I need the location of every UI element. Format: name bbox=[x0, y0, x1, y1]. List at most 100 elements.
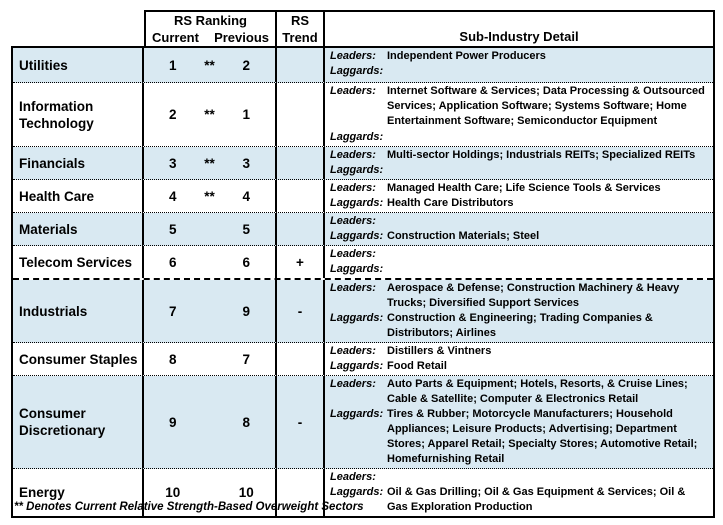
leaders-list: Multi-sector Holdings; Industrials REITs… bbox=[387, 149, 696, 161]
trend-cell: - bbox=[277, 280, 325, 342]
table-row-materials: Materials 5 5 Leaders: Laggards: Construc… bbox=[13, 213, 713, 246]
previous-rank: 1 bbox=[242, 107, 250, 122]
leaders-label: Leaders: bbox=[330, 149, 376, 161]
leaders-label: Leaders: bbox=[330, 50, 376, 62]
laggards-list: Tires & Rubber; Motorcycle Manufacturers… bbox=[387, 408, 698, 465]
laggards-list: Food Retail bbox=[387, 360, 447, 372]
trend-cell bbox=[277, 469, 325, 516]
laggards-label: Laggards: bbox=[330, 312, 384, 324]
previous-rank: 7 bbox=[242, 351, 250, 367]
rs-ranking-title: RS Ranking bbox=[174, 13, 247, 28]
rank-cell: 2 ** 1 bbox=[144, 83, 277, 146]
overweight-marker: ** bbox=[204, 188, 215, 204]
current-rank: 6 bbox=[168, 254, 177, 270]
current-rank: 1 bbox=[168, 57, 177, 73]
sector-name: Information Technology bbox=[13, 83, 144, 146]
laggards-list: Construction & Engineering; Trading Comp… bbox=[387, 312, 653, 339]
previous-rank: 8 bbox=[242, 414, 250, 430]
overweight-marker: ** bbox=[204, 155, 215, 171]
rs-ranking-table: RS Ranking Current Previous RS Trend Sub… bbox=[11, 10, 715, 518]
rank-cell: 1 ** 2 bbox=[144, 48, 277, 82]
table-row-telecom-services: Telecom Services 6 6 + Leaders: Laggards… bbox=[13, 246, 713, 280]
previous-rank: 2 bbox=[242, 57, 250, 73]
trend-cell bbox=[277, 213, 325, 245]
header-sub-industry-detail: Sub-Industry Detail bbox=[325, 10, 715, 48]
header-rs-ranking: RS Ranking Current Previous bbox=[144, 10, 277, 48]
column-header-previous: Previous bbox=[214, 30, 269, 45]
trend-cell bbox=[277, 48, 325, 82]
detail-cell: Leaders: Laggards: Oil & Gas Drilling; Oi… bbox=[325, 469, 713, 516]
laggards-label: Laggards: bbox=[330, 360, 384, 372]
previous-rank: 10 bbox=[238, 485, 254, 500]
table-header: RS Ranking Current Previous RS Trend Sub… bbox=[11, 10, 715, 48]
leaders-label: Leaders: bbox=[330, 85, 376, 97]
detail-cell: Leaders: Aerospace & Defense; Constructio… bbox=[325, 280, 713, 342]
sector-name: Industrials bbox=[13, 280, 144, 342]
current-rank: 3 bbox=[168, 155, 177, 171]
laggards-label: Laggards: bbox=[330, 65, 384, 77]
previous-rank: 5 bbox=[242, 221, 250, 237]
table-row-energy: Energy 10 10 Leaders: Laggards: Oil & Gas… bbox=[13, 469, 713, 516]
detail-cell: Leaders: Managed Health Care; Life Scienc… bbox=[325, 180, 713, 212]
trend-cell bbox=[277, 147, 325, 179]
rank-cell: 10 10 bbox=[144, 469, 277, 516]
current-rank: 5 bbox=[168, 221, 177, 237]
current-rank: 2 bbox=[168, 107, 177, 122]
laggards-list: Construction Materials; Steel bbox=[387, 230, 540, 242]
leaders-list: Aerospace & Defense; Construction Machin… bbox=[387, 282, 680, 309]
footnote: ** Denotes Current Relative Strength-Bas… bbox=[14, 501, 364, 513]
previous-rank: 6 bbox=[242, 254, 250, 270]
sector-name: Utilities bbox=[13, 48, 144, 82]
laggards-label: Laggards: bbox=[330, 197, 384, 209]
leaders-label: Leaders: bbox=[330, 471, 376, 483]
table-body: Utilities 1 ** 2 Leaders: Independent Pow… bbox=[11, 48, 715, 518]
leaders-list: Auto Parts & Equipment; Hotels, Resorts,… bbox=[387, 378, 688, 405]
leaders-list: Independent Power Producers bbox=[387, 50, 546, 62]
detail-cell: Leaders: Internet Software & Services; Da… bbox=[325, 83, 713, 146]
detail-cell: Leaders: Auto Parts & Equipment; Hotels, … bbox=[325, 376, 713, 468]
header-blank-cell bbox=[11, 10, 144, 48]
laggards-label: Laggards: bbox=[330, 230, 384, 242]
detail-cell: Leaders: Laggards: Construction Materials… bbox=[325, 213, 713, 245]
rank-cell: 3 ** 3 bbox=[144, 147, 277, 179]
rank-cell: 5 5 bbox=[144, 213, 277, 245]
leaders-list: Distillers & Vintners bbox=[387, 345, 492, 357]
laggards-label: Laggards: bbox=[330, 263, 384, 275]
header-rs-trend: RS Trend bbox=[277, 10, 325, 48]
detail-cell: Leaders: Multi-sector Holdings; Industria… bbox=[325, 147, 713, 179]
table-row-information-technology: Information Technology 2 ** 1 Leaders: In… bbox=[13, 83, 713, 147]
trend-cell bbox=[277, 343, 325, 375]
trend-cell bbox=[277, 83, 325, 146]
table-row-health-care: Health Care 4 ** 4 Leaders: Managed Healt… bbox=[13, 180, 713, 213]
sector-name: Consumer Discretionary bbox=[13, 376, 144, 468]
column-header-current: Current bbox=[152, 30, 199, 45]
laggards-label: Laggards: bbox=[330, 164, 384, 176]
laggards-list: Health Care Distributors bbox=[387, 197, 514, 209]
table-row-industrials: Industrials 7 9 - Leaders: Aerospace & De… bbox=[13, 280, 713, 343]
table-row-consumer-discretionary: Consumer Discretionary 9 8 - Leaders: Aut… bbox=[13, 376, 713, 469]
laggards-label: Laggards: bbox=[330, 408, 384, 420]
sector-name: Telecom Services bbox=[13, 246, 144, 278]
overweight-marker: ** bbox=[204, 57, 215, 73]
table-row-financials: Financials 3 ** 3 Leaders: Multi-sector H… bbox=[13, 147, 713, 180]
current-rank: 7 bbox=[168, 303, 177, 319]
leaders-list: Internet Software & Services; Data Proce… bbox=[387, 85, 705, 127]
current-rank: 10 bbox=[165, 485, 181, 500]
previous-rank: 3 bbox=[242, 155, 250, 171]
rank-cell: 7 9 bbox=[144, 280, 277, 342]
leaders-label: Leaders: bbox=[330, 248, 376, 260]
leaders-label: Leaders: bbox=[330, 378, 376, 390]
detail-cell: Leaders: Independent Power Producers Lagg… bbox=[325, 48, 713, 82]
rank-cell: 6 6 bbox=[144, 246, 277, 278]
sector-name: Consumer Staples bbox=[13, 343, 144, 375]
trend-cell: - bbox=[277, 376, 325, 468]
detail-cell: Leaders: Laggards: bbox=[325, 246, 713, 278]
table-row-consumer-staples: Consumer Staples 8 7 Leaders: Distillers … bbox=[13, 343, 713, 376]
previous-rank: 9 bbox=[242, 303, 250, 319]
laggards-list: Oil & Gas Drilling; Oil & Gas Equipment … bbox=[387, 486, 686, 513]
sector-name: Financials bbox=[13, 147, 144, 179]
leaders-list: Managed Health Care; Life Science Tools … bbox=[387, 182, 661, 194]
trend-cell: + bbox=[277, 246, 325, 278]
rank-cell: 9 8 bbox=[144, 376, 277, 468]
